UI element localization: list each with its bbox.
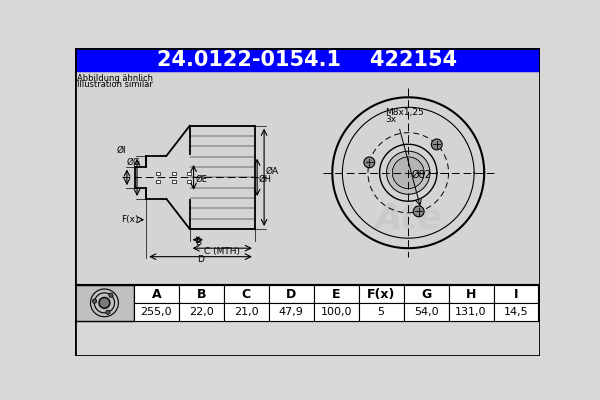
Text: ØE: ØE <box>195 174 207 183</box>
Circle shape <box>109 293 113 297</box>
Text: 14,5: 14,5 <box>503 307 528 317</box>
Bar <box>314 285 359 303</box>
Text: I: I <box>514 288 518 300</box>
Bar <box>179 303 224 320</box>
Bar <box>187 172 191 175</box>
Text: G: G <box>421 288 431 300</box>
Text: ØH: ØH <box>259 174 272 183</box>
Text: ØA: ØA <box>266 167 279 176</box>
Text: F(x): F(x) <box>367 288 395 300</box>
Circle shape <box>393 157 424 188</box>
Bar <box>359 285 404 303</box>
Bar <box>134 303 179 320</box>
Circle shape <box>413 206 424 217</box>
Bar <box>172 180 176 183</box>
Bar <box>75 285 134 320</box>
Text: Ø82: Ø82 <box>412 169 431 179</box>
Bar <box>75 71 540 285</box>
Bar <box>157 180 160 183</box>
Text: B: B <box>195 238 201 247</box>
Circle shape <box>99 298 110 308</box>
Bar <box>224 303 269 320</box>
Bar <box>269 285 314 303</box>
Bar <box>77 73 538 284</box>
Circle shape <box>431 139 442 150</box>
Text: 54,0: 54,0 <box>414 307 439 317</box>
Text: C (MTH): C (MTH) <box>204 246 240 256</box>
Text: Abbildung ähnlich: Abbildung ähnlich <box>77 74 154 83</box>
Text: 22,0: 22,0 <box>189 307 214 317</box>
Text: ØG: ØG <box>126 158 140 166</box>
Bar <box>359 303 404 320</box>
Bar <box>493 285 538 303</box>
Text: Illustration similar: Illustration similar <box>77 80 153 89</box>
Bar <box>269 303 314 320</box>
Bar <box>224 285 269 303</box>
Bar <box>157 172 160 175</box>
Text: ØI: ØI <box>116 146 126 155</box>
Text: 100,0: 100,0 <box>320 307 352 317</box>
Bar <box>449 285 493 303</box>
Circle shape <box>364 157 375 168</box>
Circle shape <box>393 157 424 188</box>
Text: 3x: 3x <box>385 115 396 124</box>
Text: C: C <box>242 288 251 300</box>
Text: M8x1,25: M8x1,25 <box>385 108 424 117</box>
Bar <box>449 303 493 320</box>
Text: E: E <box>332 288 340 300</box>
Bar <box>75 48 540 71</box>
Text: F(x): F(x) <box>121 215 139 224</box>
Text: 24.0122-0154.1    422154: 24.0122-0154.1 422154 <box>157 50 458 70</box>
Text: 5: 5 <box>377 307 385 317</box>
Bar <box>75 285 540 320</box>
Circle shape <box>106 310 110 314</box>
Circle shape <box>386 151 430 194</box>
Text: B: B <box>197 288 206 300</box>
Text: 255,0: 255,0 <box>140 307 172 317</box>
Text: A: A <box>152 288 161 300</box>
Text: Ate: Ate <box>374 202 442 236</box>
Bar <box>134 285 179 303</box>
Bar <box>179 285 224 303</box>
Bar <box>314 303 359 320</box>
Bar <box>404 303 449 320</box>
Text: 47,9: 47,9 <box>279 307 304 317</box>
Text: D: D <box>286 288 296 300</box>
Bar <box>404 285 449 303</box>
Text: 21,0: 21,0 <box>234 307 259 317</box>
Bar <box>187 180 191 183</box>
Text: H: H <box>466 288 476 300</box>
Circle shape <box>92 299 97 303</box>
Bar <box>172 172 176 175</box>
Text: 131,0: 131,0 <box>455 307 487 317</box>
Text: D: D <box>197 255 204 264</box>
Bar <box>493 303 538 320</box>
